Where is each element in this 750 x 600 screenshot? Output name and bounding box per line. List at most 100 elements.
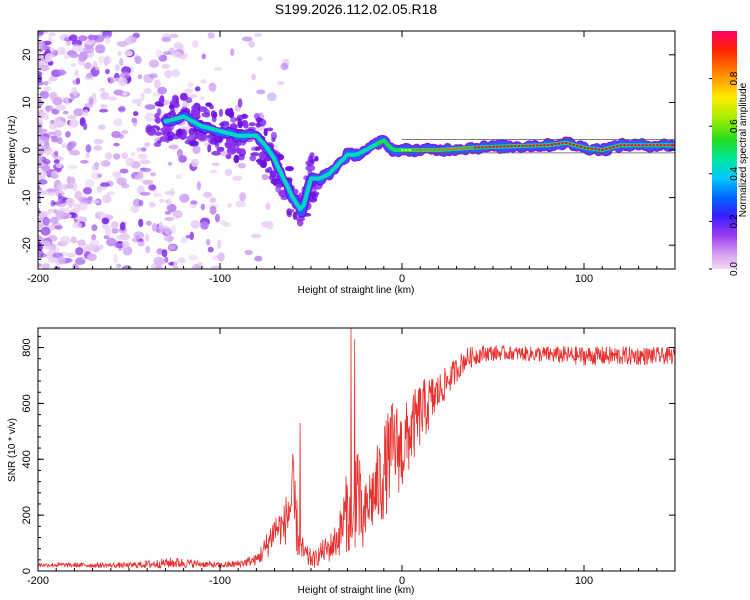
spectrogram-noise-blob — [43, 31, 48, 35]
spectrogram-noise-blob — [165, 127, 171, 132]
spectrogram-noise-blob — [197, 106, 208, 112]
snr-y-label: SNR (10 * v/v) — [7, 418, 18, 482]
spectrogram-noise-blob — [148, 201, 156, 208]
spectrogram-noise-speckle — [38, 31, 323, 269]
spectrogram-noise-blob — [38, 144, 46, 155]
spectrogram-noise-blob — [66, 40, 71, 46]
spectrogram-noise-blob — [91, 199, 101, 204]
snr-y-axis: 0 200 400 600 800 — [21, 335, 675, 574]
spectrogram-noise-blob — [133, 111, 139, 117]
spectrogram-noise-blob — [188, 254, 198, 261]
spectrogram-noise-blob — [176, 148, 183, 158]
spectrogram-noise-blob — [101, 217, 110, 225]
spectrogram-noise-blob — [261, 221, 271, 228]
spectrogram-noise-blob — [41, 240, 52, 249]
spectrogram-noise-blob — [153, 256, 165, 266]
spectrogram-noise-blob — [157, 139, 162, 144]
spectrogram-noise-blob — [118, 77, 128, 86]
spectrogram-noise-blob — [43, 86, 52, 92]
spectrogram-noise-blob — [266, 92, 277, 102]
spectrogram-noise-blob — [217, 239, 222, 249]
spectrogram-noise-blob — [84, 62, 92, 70]
spectrogram-noise-blob — [230, 116, 238, 123]
spectrogram-noise-blob — [180, 236, 188, 244]
spectrogram-noise-blob — [238, 154, 245, 161]
spectrogram-noise-blob — [100, 182, 110, 187]
spectrogram-noise-blob — [87, 34, 99, 41]
spectrogram-noise-blob — [153, 193, 162, 198]
spectrogram-noise-blob — [47, 191, 55, 197]
spectrogram-noise-blob — [209, 205, 217, 215]
spectrogram-noise-blob — [211, 116, 217, 123]
spectrogram-noise-blob — [93, 145, 102, 151]
spectrogram-noise-blob — [131, 117, 137, 123]
colorbar-tick-label: 0.2 — [729, 214, 740, 228]
spectrogram-noise-blob — [194, 86, 201, 92]
spectrogram-noise-blob — [171, 51, 183, 58]
spectrogram-noise-blob — [191, 40, 199, 48]
spectrogram-noise-blob — [264, 168, 270, 174]
spectrogram-noise-blob — [164, 69, 173, 79]
spectrogram-noise-blob — [93, 138, 104, 145]
spectrogram-noise-blob — [61, 143, 67, 148]
spectrogram-noise-blob — [151, 222, 157, 232]
spectrogram-noise-blob — [75, 216, 87, 221]
spectrogram-noise-blob — [191, 158, 199, 168]
spectrogram-noise-blob — [44, 105, 54, 112]
spectrogram-noise-blob — [117, 41, 128, 47]
spectrogram-noise-blob — [55, 210, 66, 220]
spectrogram-noise-blob — [209, 197, 217, 203]
spectrogram-noise-blob — [223, 121, 230, 126]
spectrogram-noise-blob — [101, 222, 110, 230]
snr-series-line — [38, 328, 675, 569]
spectrogram-noise-blob — [119, 222, 126, 231]
ridge-cyan-segment — [301, 189, 310, 208]
spectrogram-noise-blob — [218, 108, 223, 117]
spectrogram-noise-blob — [84, 41, 95, 45]
spectrogram-noise-blob — [49, 216, 59, 224]
spectrogram-noise-blob — [49, 91, 58, 102]
spectrogram-noise-blob — [54, 225, 63, 230]
spectrogram-noise-blob — [74, 69, 79, 77]
spectrogram-noise-blob — [289, 208, 295, 213]
spectrogram-noise-blob — [211, 162, 220, 167]
spectrogram-noise-blob — [94, 66, 99, 71]
spectrogram-noise-blob — [244, 249, 253, 256]
spectrogram-noise-blob — [104, 55, 112, 65]
spectrogram-noise-blob — [265, 202, 271, 210]
spectrogram-noise-blob — [56, 46, 67, 56]
spectrogram-noise-blob — [116, 263, 122, 268]
spectrogram-noise-blob — [164, 199, 170, 204]
spectrogram-noise-blob — [144, 142, 151, 148]
spectrogram-noise-blob — [38, 31, 45, 36]
spectrogram-noise-blob — [65, 197, 75, 207]
spectrogram-noise-blob — [39, 90, 50, 99]
spectrogram-noise-blob — [140, 92, 145, 101]
spectrogram-noise-blob — [139, 159, 151, 165]
spectrogram-ridge — [160, 110, 675, 218]
spectrogram-noise-blob — [149, 73, 158, 79]
spectrogram-y-tick-label: -10 — [21, 190, 33, 206]
spectrogram-noise-blob — [157, 225, 166, 234]
spectrogram-noise-blob — [95, 44, 106, 54]
colorbar-label: Normalized spectral amplitude — [738, 82, 749, 217]
spectrogram-noise-blob — [131, 36, 137, 43]
spectrogram-noise-blob — [38, 161, 43, 169]
spectrogram-noise-blob — [251, 73, 256, 81]
spectrogram-noise-blob — [144, 104, 156, 110]
ridge-cyan-segment — [305, 176, 313, 194]
spectrogram-noise-blob — [70, 93, 75, 102]
colorbar-tick-label: 0.8 — [729, 71, 740, 85]
spectrogram-y-axis: -20 -10 0 10 20 — [21, 30, 675, 270]
spectrogram-x-axis: -200 -100 0 100 — [27, 31, 676, 285]
spectrogram-y-tick-label: 10 — [21, 96, 33, 108]
spectrogram-noise-blob — [175, 129, 183, 137]
spectrogram-noise-blob — [145, 124, 153, 133]
spectrogram-noise-blob — [167, 161, 173, 166]
spectrogram-noise-blob — [113, 118, 123, 127]
spectrogram-noise-blob — [148, 184, 157, 191]
spectrogram-noise-blob — [143, 181, 154, 186]
spectrogram-noise-blob — [235, 200, 246, 208]
colorbar: 0.0 0.2 0.4 0.6 0.8 Normalized spectral ampl… — [709, 31, 749, 276]
